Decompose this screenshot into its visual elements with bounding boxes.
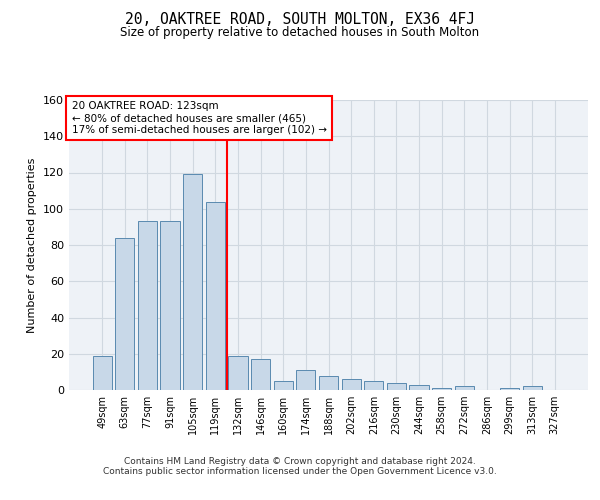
Bar — [274, 381, 293, 390]
Text: 20 OAKTREE ROAD: 123sqm
← 80% of detached houses are smaller (465)
17% of semi-d: 20 OAKTREE ROAD: 123sqm ← 80% of detache… — [71, 102, 326, 134]
Bar — [296, 370, 316, 390]
Bar — [183, 174, 202, 390]
Bar — [432, 388, 451, 390]
Bar — [523, 386, 542, 390]
Bar — [160, 222, 180, 390]
Bar — [229, 356, 248, 390]
Bar — [341, 379, 361, 390]
Text: Size of property relative to detached houses in South Molton: Size of property relative to detached ho… — [121, 26, 479, 39]
Bar — [455, 386, 474, 390]
Bar — [92, 356, 112, 390]
Y-axis label: Number of detached properties: Number of detached properties — [28, 158, 37, 332]
Bar — [138, 222, 157, 390]
Bar — [387, 383, 406, 390]
Bar — [319, 376, 338, 390]
Text: Contains HM Land Registry data © Crown copyright and database right 2024.: Contains HM Land Registry data © Crown c… — [124, 457, 476, 466]
Bar — [409, 384, 428, 390]
Bar — [206, 202, 225, 390]
Text: 20, OAKTREE ROAD, SOUTH MOLTON, EX36 4FJ: 20, OAKTREE ROAD, SOUTH MOLTON, EX36 4FJ — [125, 12, 475, 28]
Bar — [115, 238, 134, 390]
Bar — [364, 381, 383, 390]
Text: Contains public sector information licensed under the Open Government Licence v3: Contains public sector information licen… — [103, 467, 497, 476]
Bar — [251, 359, 270, 390]
Bar — [500, 388, 519, 390]
